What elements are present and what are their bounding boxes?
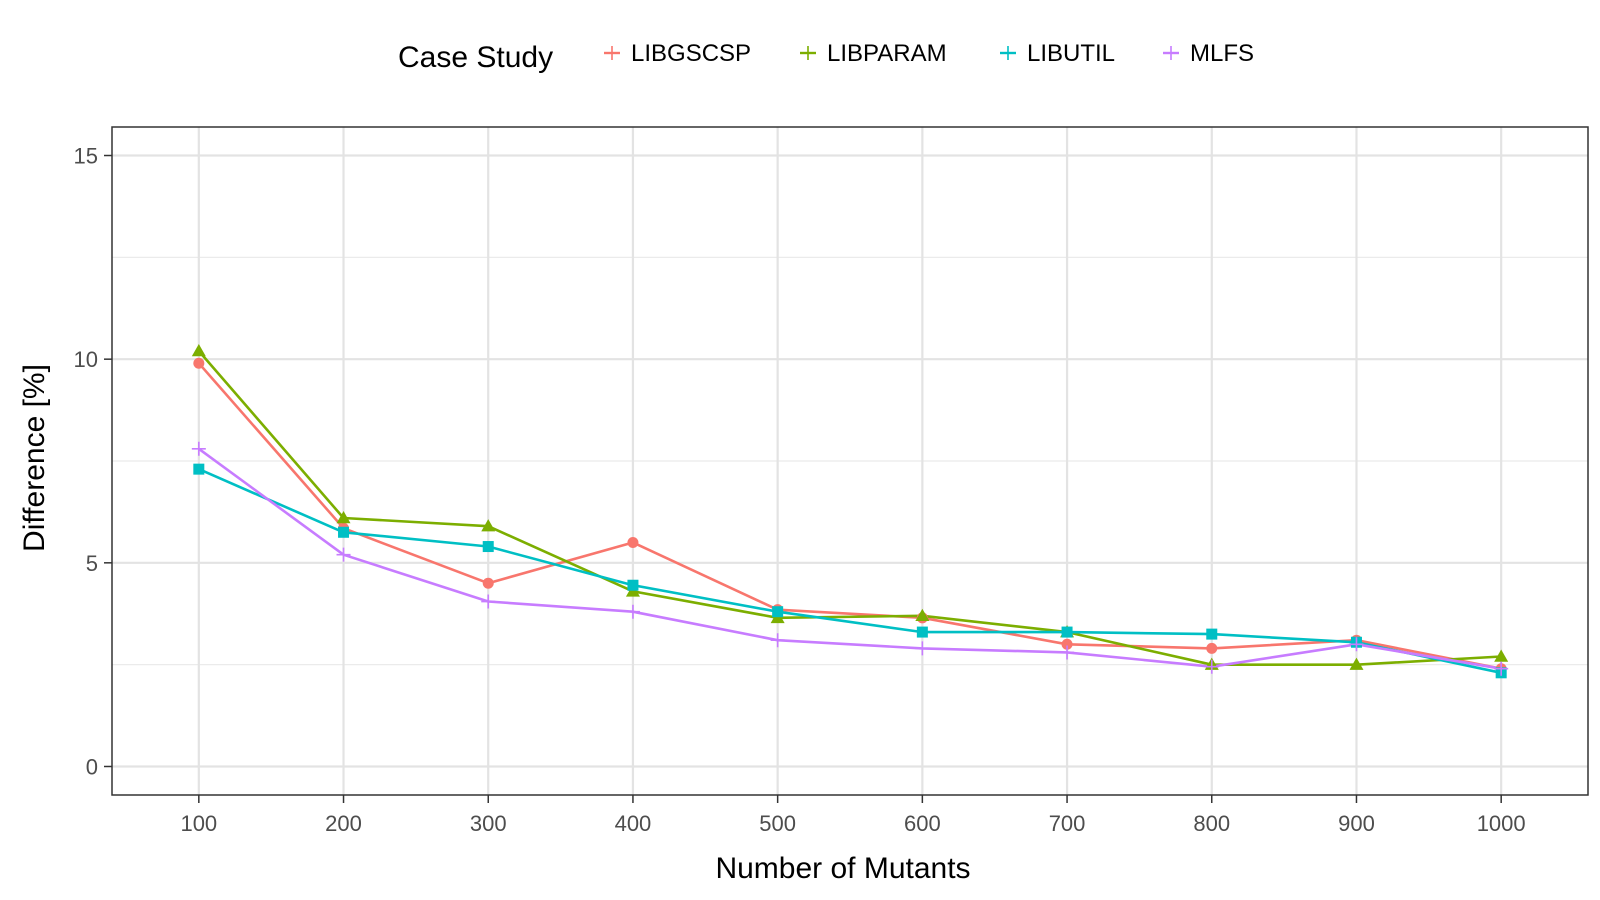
legend-label: LIBPARAM [827, 40, 947, 67]
major-gridlines [112, 127, 1588, 795]
data-point-libutil [772, 606, 784, 618]
series-line-libparam [197, 350, 1502, 667]
data-point-libutil [916, 626, 928, 638]
data-point-libparam [336, 511, 351, 524]
y-axis-title: Difference [%] [18, 364, 51, 552]
data-point-mlfs [1349, 637, 1364, 652]
data-point-mlfs [1494, 661, 1509, 676]
data-point-mlfs [191, 441, 206, 456]
data-point-mlfs [1204, 659, 1219, 674]
x-axis: 100 200 300 400 500 600 700 800 900 1000 [180, 795, 1526, 836]
data-point-libparam [1349, 657, 1364, 670]
legend-key-marker [1001, 46, 1015, 60]
data-point-mlfs [1060, 645, 1075, 660]
legend-label: MLFS [1190, 40, 1254, 67]
legend-item-libparam: LIBPARAM [800, 40, 947, 67]
legend-item-libutil: LIBUTIL [1000, 40, 1115, 67]
x-tick-label: 800 [1193, 811, 1230, 836]
series-line-mlfs [198, 447, 1502, 670]
x-tick-label: 500 [759, 811, 796, 836]
legend-key-marker [1164, 46, 1178, 60]
legend-item-mlfs: MLFS [1163, 40, 1254, 67]
data-point-libparam [915, 608, 930, 622]
data-point-libgscsp [627, 536, 639, 548]
series-line-libutil [198, 467, 1502, 675]
data-point-libgscsp [1206, 642, 1218, 654]
data-point-mlfs [915, 641, 930, 656]
data-point-mlfs [336, 547, 351, 562]
y-tick-label: 5 [86, 551, 98, 576]
series-line-libgscsp [197, 362, 1502, 670]
legend-label: LIBUTIL [1027, 40, 1115, 67]
data-point-libutil [627, 579, 639, 591]
x-axis-title: Number of Mutants [715, 852, 970, 885]
y-tick-label: 15 [74, 144, 98, 169]
x-tick-label: 900 [1338, 811, 1375, 836]
legend-key-marker [801, 46, 815, 60]
data-point-mlfs [481, 594, 496, 609]
data-point-libgscsp [193, 357, 205, 369]
data-point-libgscsp [482, 577, 494, 589]
plot-border [111, 126, 1589, 796]
data-point-mlfs [625, 604, 640, 619]
data-point-libutil [338, 526, 350, 538]
data-point-libutil [482, 541, 494, 553]
x-tick-label: 1000 [1477, 811, 1526, 836]
y-axis: 0 5 10 15 [74, 144, 112, 779]
legend-item-libgscsp: LIBGSCSP [604, 40, 751, 67]
data-point-libutil [1206, 628, 1218, 640]
data-point-mlfs [770, 633, 785, 648]
x-tick-label: 100 [180, 811, 217, 836]
data-point-libutil [193, 463, 205, 475]
x-tick-label: 300 [470, 811, 507, 836]
series-markers [191, 344, 1509, 679]
y-tick-label: 10 [74, 347, 98, 372]
data-point-libparam [1494, 649, 1509, 662]
legend-title: Case Study [398, 41, 553, 74]
x-tick-label: 700 [1049, 811, 1086, 836]
x-tick-label: 600 [904, 811, 941, 836]
legend-key-marker [605, 46, 619, 60]
data-point-libparam [481, 519, 496, 532]
legend: Case Study LIBGSCSP LIBPARAM LIBUTIL MLFS [398, 40, 1254, 74]
x-tick-label: 400 [615, 811, 652, 836]
data-point-libgscsp [1061, 638, 1073, 650]
data-point-libparam [191, 344, 206, 357]
series-lines [197, 350, 1502, 675]
data-point-libutil [1061, 626, 1073, 638]
legend-label: LIBGSCSP [631, 40, 751, 67]
x-tick-label: 200 [325, 811, 362, 836]
y-tick-label: 0 [86, 754, 98, 779]
